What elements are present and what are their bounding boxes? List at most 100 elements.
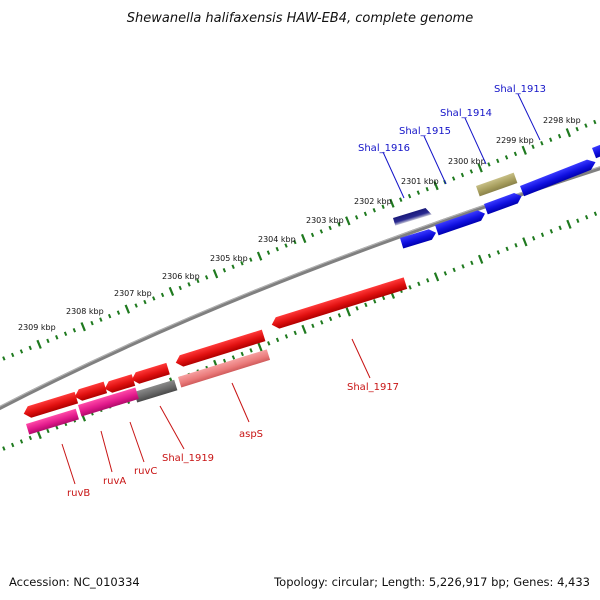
inner-tick — [477, 254, 484, 264]
inner-tick — [337, 313, 342, 318]
inner-tick — [470, 260, 474, 266]
scale-label-2307: 2307 kbp — [114, 289, 152, 298]
outer-tick — [240, 261, 244, 266]
outer-tick — [204, 275, 209, 280]
label-shal-1913[interactable]: Shal_1913 — [494, 84, 546, 95]
label-ruvC[interactable]: ruvC — [134, 466, 157, 477]
inner-tick — [355, 306, 359, 311]
inner-tick — [417, 281, 421, 287]
outer-tick — [284, 243, 288, 248]
outer-tick — [256, 251, 263, 261]
outer-tick — [134, 303, 138, 308]
gene-shal-1919[interactable] — [134, 379, 178, 403]
gene-labels: Shal_1913 Shal_1914 Shal_1915 Shal_1916 … — [67, 84, 546, 499]
inner-tick — [433, 272, 440, 282]
gene-magenta-small[interactable] — [26, 408, 79, 435]
gene-shal-1914[interactable] — [520, 157, 598, 197]
scale-label-2304: 2304 kbp — [258, 235, 296, 244]
outer-tick — [2, 356, 6, 361]
gene-shal-1917[interactable] — [270, 277, 408, 330]
inner-tick — [522, 237, 528, 247]
gene-shal-1913[interactable] — [592, 140, 600, 159]
inner-tick — [293, 330, 297, 336]
outer-tick — [55, 335, 59, 340]
outer-tick — [19, 349, 24, 354]
inner-tick — [452, 267, 456, 273]
inner-tick — [275, 337, 280, 343]
gene-shal-1915[interactable] — [484, 191, 523, 215]
outer-tick — [584, 123, 588, 128]
label-shal-1919[interactable]: Shal_1919 — [162, 453, 214, 464]
leader-shal-1916 — [382, 151, 405, 199]
outer-tick — [575, 126, 579, 132]
scale-label-2300: 2300 kbp — [448, 157, 486, 166]
gene-ruvC[interactable] — [103, 374, 136, 394]
genome-summary-text: Topology: circular; Length: 5,226,917 bp… — [273, 575, 590, 589]
gene-olive[interactable] — [476, 172, 518, 197]
outer-tick — [196, 278, 200, 284]
label-shal-1915[interactable]: Shal_1915 — [399, 126, 451, 137]
outer-tick — [249, 257, 253, 262]
scale-label-2301: 2301 kbp — [401, 177, 439, 186]
gene-red-upper[interactable] — [174, 329, 266, 369]
inner-tick — [46, 428, 50, 434]
outer-tick — [487, 162, 491, 167]
outer-tick — [469, 169, 474, 174]
inner-tick — [240, 351, 244, 357]
gene-blue-left[interactable] — [400, 227, 438, 249]
leader-shal-1919 — [159, 405, 185, 450]
outer-tick — [593, 119, 597, 125]
label-ruvA[interactable]: ruvA — [103, 476, 126, 487]
label-aspS[interactable]: aspS — [239, 429, 263, 440]
leader-shal-1913 — [517, 93, 541, 141]
outer-tick — [63, 331, 68, 336]
inner-tick — [408, 285, 412, 290]
gene-magenta-long[interactable] — [78, 387, 139, 417]
inner-tick — [345, 307, 351, 317]
outer-tick — [28, 345, 32, 351]
forward-strand-genes — [393, 140, 600, 249]
accession-text: Accession: NC_010334 — [9, 575, 140, 589]
label-shal-1917[interactable]: Shal_1917 — [347, 382, 399, 393]
outer-tick — [381, 204, 385, 209]
outer-tick — [319, 229, 324, 234]
gene-shal-1916[interactable] — [393, 207, 432, 226]
inner-tick — [28, 435, 33, 441]
outer-tick — [549, 137, 553, 142]
outer-tick — [372, 208, 376, 213]
label-ruvB[interactable]: ruvB — [67, 488, 90, 499]
outer-tick — [36, 339, 42, 349]
label-shal-1916[interactable]: Shal_1916 — [358, 143, 410, 154]
outer-tick — [460, 172, 465, 178]
scale-label-2309: 2309 kbp — [18, 323, 56, 332]
outer-tick — [521, 145, 527, 155]
inner-tick — [320, 320, 324, 325]
gene-blue-mid[interactable] — [435, 208, 487, 236]
scale-label-2299: 2299 kbp — [496, 136, 534, 145]
outer-tick — [168, 286, 175, 297]
outer-tick — [231, 264, 235, 269]
gene-ruvB[interactable] — [22, 391, 79, 420]
inner-tick — [505, 246, 509, 252]
outer-tick-track — [2, 119, 597, 361]
inner-tick — [231, 355, 236, 360]
gene-aspS[interactable] — [178, 349, 271, 388]
inner-tick — [249, 348, 253, 353]
inner-tick — [426, 278, 430, 283]
gene-red-small-3[interactable] — [130, 362, 170, 386]
inner-tick — [576, 218, 580, 223]
outer-tick — [46, 338, 50, 344]
outer-tick — [345, 216, 351, 226]
outer-tick — [504, 155, 509, 160]
outer-tick — [143, 299, 147, 305]
gene-ruvA[interactable] — [73, 381, 108, 403]
label-shal-1914[interactable]: Shal_1914 — [440, 108, 492, 119]
inner-tick — [540, 232, 545, 238]
outer-tick — [540, 141, 544, 146]
outer-tick — [72, 328, 77, 333]
outer-tick — [300, 233, 307, 244]
outer-tick — [80, 322, 86, 332]
inner-tick — [496, 250, 501, 255]
outer-tick — [513, 151, 518, 157]
